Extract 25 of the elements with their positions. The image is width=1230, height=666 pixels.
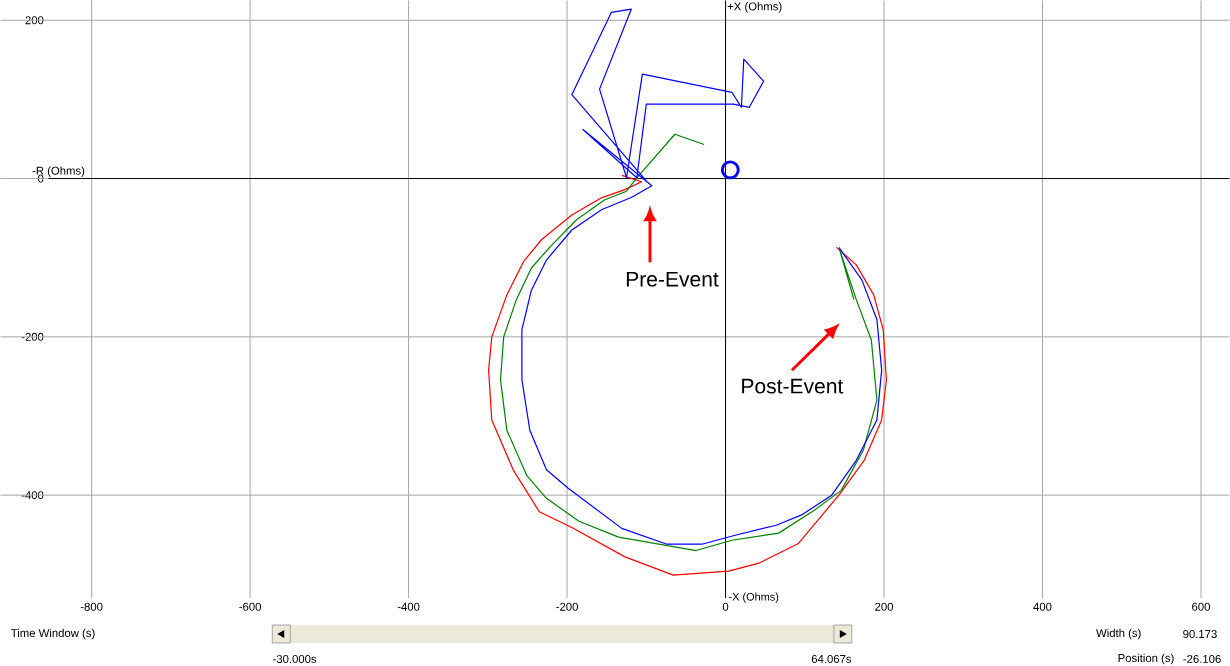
y-axis-title: +X (Ohms) (727, 2, 782, 13)
x-tick-label: -400 (397, 602, 420, 611)
text: 90.173 (1183, 630, 1217, 639)
text: -26.106 (1183, 654, 1221, 663)
annotation: Pre-Event (626, 271, 719, 287)
line-series (488, 174, 888, 576)
x-tick-label: 600 (1192, 602, 1210, 611)
text: Position (s) (1118, 653, 1174, 665)
y-tick-label: 0 (38, 174, 44, 183)
y-tick-label: -400 (21, 491, 44, 500)
y-tick-label: -200 (21, 332, 44, 341)
text: Width (s) (1096, 628, 1141, 640)
text: 64.067s (811, 654, 852, 663)
x-tick-label: -200 (556, 602, 578, 611)
x-tick-label: 400 (1033, 602, 1052, 611)
line-series (499, 133, 878, 552)
text: Time Window (s) (11, 628, 95, 640)
x-tick-label: 0 (722, 602, 729, 611)
x-tick-label: -800 (80, 602, 103, 611)
annotation: Post-Event (742, 378, 844, 394)
text: -30.000s (273, 654, 317, 663)
annotation: -X (Ohms) (729, 592, 779, 603)
x-tick-label: -600 (239, 602, 261, 611)
x-tick-label: 200 (875, 602, 894, 611)
y-tick-label: 200 (25, 16, 44, 25)
